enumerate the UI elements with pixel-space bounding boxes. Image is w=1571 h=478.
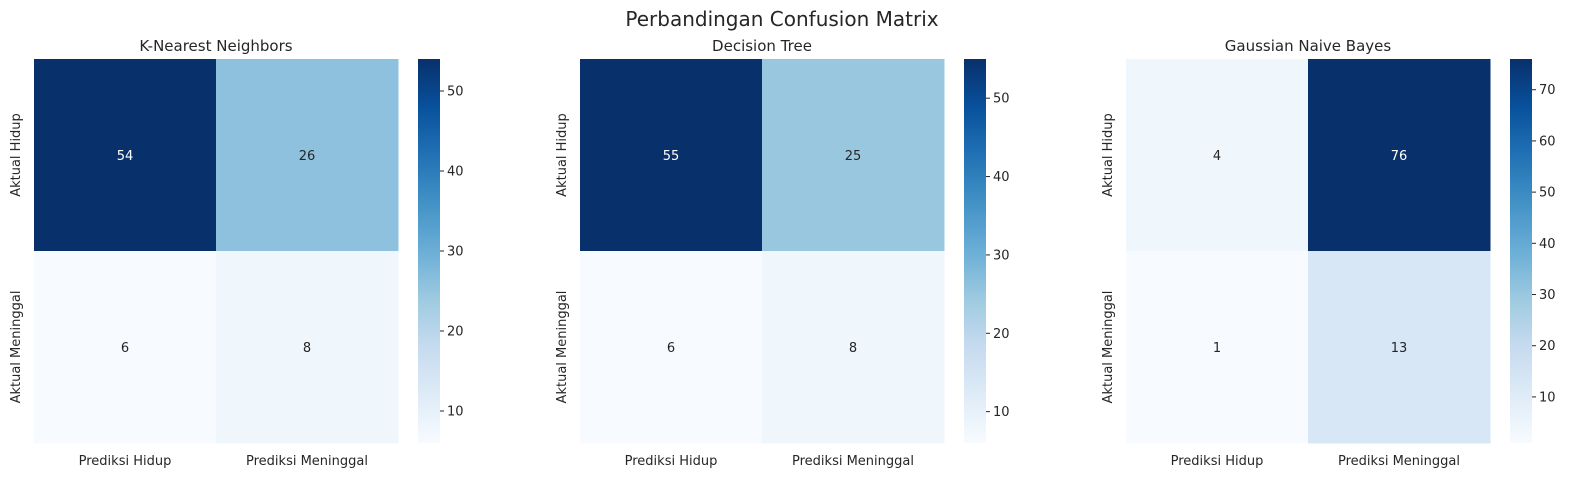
heatmap-cell — [216, 59, 399, 252]
colorbar-tick-label: 50 — [993, 92, 1010, 107]
colorbar-tick-label: 20 — [1539, 339, 1556, 354]
x-tick-label: Prediksi Meninggal — [246, 454, 368, 469]
colorbar-tick-label: 20 — [993, 327, 1010, 342]
colorbar-tick-label: 10 — [447, 405, 464, 420]
cell-value-label: 6 — [667, 341, 675, 356]
colorbar — [1510, 59, 1532, 443]
colorbar-tick-label: 30 — [447, 245, 464, 260]
heatmap-cell — [34, 59, 217, 252]
cell-value-label: 6 — [121, 341, 129, 356]
cell-value-label: 1 — [1213, 341, 1221, 356]
colorbar-tick-label: 30 — [993, 248, 1010, 263]
cell-value-label: 55 — [663, 149, 680, 164]
heatmap-cell — [1308, 59, 1491, 252]
colorbar — [418, 59, 440, 443]
colorbar-tick-label: 70 — [1539, 83, 1556, 98]
cell-value-label: 8 — [303, 341, 311, 356]
heatmap-cell — [1126, 59, 1309, 252]
y-tick-label: Aktual Meninggal — [555, 291, 570, 404]
panel-title: Decision Tree — [712, 37, 812, 55]
x-tick-label: Prediksi Hidup — [1171, 454, 1264, 469]
colorbar-tick-label: 60 — [1539, 134, 1556, 149]
colorbar-tick-label: 10 — [993, 405, 1010, 420]
x-tick-label: Prediksi Hidup — [625, 454, 718, 469]
y-tick-label: Aktual Hidup — [1101, 113, 1116, 197]
y-tick-label: Aktual Hidup — [9, 113, 24, 197]
cell-value-label: 54 — [117, 149, 134, 164]
colorbar-tick-label: 10 — [1539, 390, 1556, 405]
colorbar-tick-label: 40 — [993, 170, 1010, 185]
cell-value-label: 26 — [299, 149, 316, 164]
x-tick-label: Prediksi Hidup — [79, 454, 172, 469]
x-tick-label: Prediksi Meninggal — [1338, 454, 1460, 469]
heatmap-cell — [580, 251, 763, 444]
colorbar-tick-label: 50 — [447, 85, 464, 100]
colorbar-tick-label: 30 — [1539, 288, 1556, 303]
colorbar-tick-label: 50 — [1539, 186, 1556, 201]
figure-title: Perbandingan Confusion Matrix — [625, 7, 938, 31]
panel-title: K-Nearest Neighbors — [139, 37, 292, 55]
heatmap-cell — [580, 59, 763, 252]
heatmap-panel: K-Nearest Neighbors 54 26 6 8 Prediksi Hidup P… — [9, 37, 464, 469]
y-tick-label: Aktual Hidup — [555, 113, 570, 197]
x-tick-label: Prediksi Meninggal — [792, 454, 914, 469]
cell-value-label: 13 — [1391, 341, 1408, 356]
heatmap-cell — [1308, 251, 1491, 444]
cell-value-label: 25 — [845, 149, 862, 164]
heatmap-cell — [216, 251, 399, 444]
heatmap-cell — [762, 59, 945, 252]
cell-value-label: 4 — [1213, 149, 1221, 164]
cell-value-label: 8 — [849, 341, 857, 356]
colorbar-tick-label: 20 — [447, 325, 464, 340]
colorbar — [964, 59, 986, 443]
colorbar-tick-label: 40 — [447, 165, 464, 180]
heatmap-panel: Decision Tree 55 25 6 8 Prediksi Hidup Prediks… — [555, 37, 1010, 469]
y-tick-label: Aktual Meninggal — [1101, 291, 1116, 404]
panel-title: Gaussian Naive Bayes — [1225, 37, 1392, 55]
heatmap-cell — [1126, 251, 1309, 444]
cell-value-label: 76 — [1391, 149, 1408, 164]
heatmap-cell — [762, 251, 945, 444]
y-tick-label: Aktual Meninggal — [9, 291, 24, 404]
heatmap-panel: Gaussian Naive Bayes 4 76 1 13 Prediksi Hidup… — [1101, 37, 1556, 469]
heatmap-cell — [34, 251, 217, 444]
colorbar-tick-label: 40 — [1539, 237, 1556, 252]
